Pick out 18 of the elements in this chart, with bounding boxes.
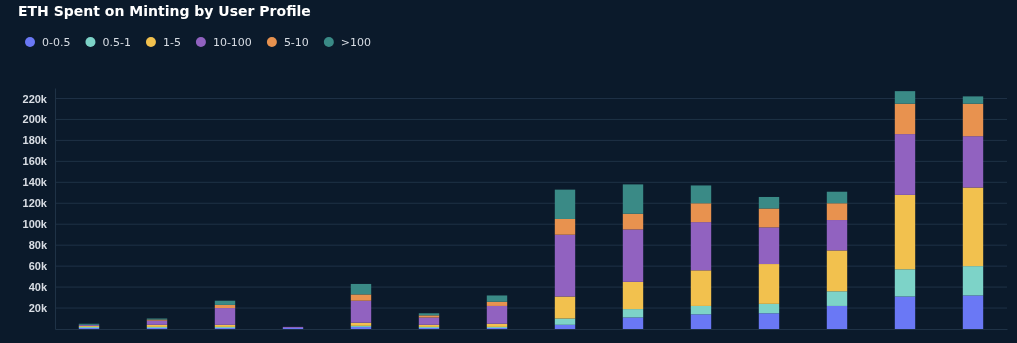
legend-label: 10-100 bbox=[212, 36, 252, 49]
y-tick-label: 120k bbox=[22, 197, 48, 210]
y-tick-label: 60k bbox=[28, 260, 48, 273]
legend-label: >100 bbox=[340, 36, 372, 49]
legend-label: 5-10 bbox=[283, 36, 309, 49]
y-tick-label: 100k bbox=[22, 218, 48, 231]
chart-title: ETH Spent on Minting by User Profile bbox=[18, 3, 311, 19]
y-tick-label: 220k bbox=[22, 92, 48, 105]
y-tick-label: 40k bbox=[28, 281, 48, 294]
legend-label: 0-0.5 bbox=[42, 36, 71, 49]
y-tick-label: 160k bbox=[22, 155, 48, 168]
y-tick-label: 200k bbox=[22, 113, 48, 126]
y-tick-label: 140k bbox=[22, 176, 48, 189]
y-tick-label: 180k bbox=[22, 134, 48, 147]
y-tick-label: 80k bbox=[28, 239, 48, 252]
legend-label: 0.5-1 bbox=[102, 36, 131, 49]
legend-label: 1-5 bbox=[162, 36, 181, 49]
y-tick-label: 20k bbox=[28, 302, 48, 315]
